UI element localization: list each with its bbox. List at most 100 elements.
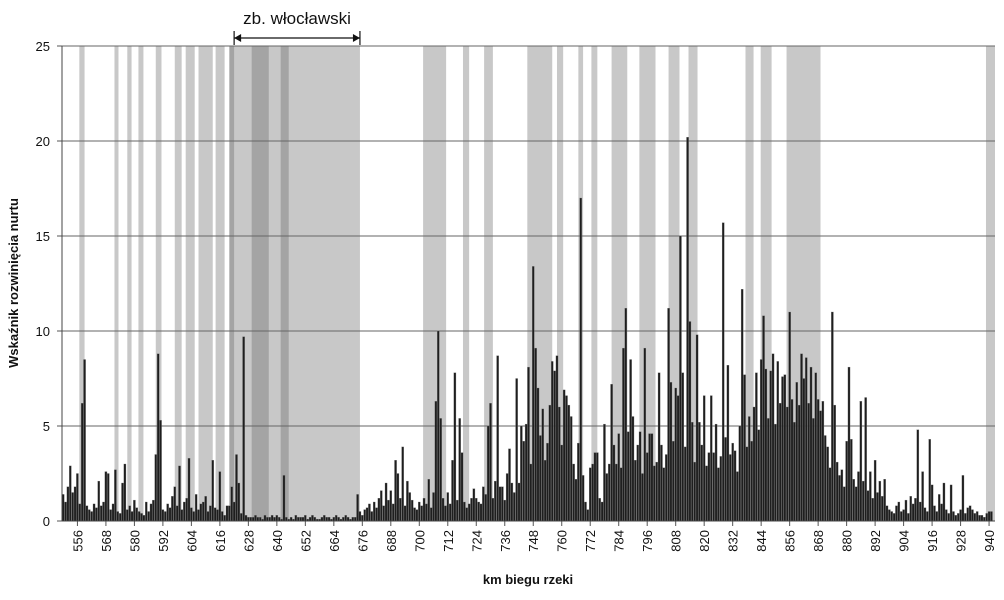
bar <box>285 517 288 522</box>
x-tick-label: 652 <box>298 530 313 552</box>
bar <box>69 465 72 522</box>
bar <box>465 507 468 522</box>
bar <box>878 480 882 522</box>
bar <box>726 365 730 522</box>
bar <box>140 513 143 522</box>
x-tick-label: 808 <box>669 530 684 552</box>
bar <box>627 431 630 522</box>
bar <box>608 463 611 522</box>
shaded-band <box>79 46 85 521</box>
bar <box>513 492 516 522</box>
bar <box>565 395 568 522</box>
bar <box>536 387 540 522</box>
bar <box>161 509 165 522</box>
bar <box>961 475 965 522</box>
bar <box>308 517 312 522</box>
bar <box>71 492 74 522</box>
x-tick-label: 784 <box>612 530 627 552</box>
bar <box>774 423 777 522</box>
bar <box>748 416 751 522</box>
bar <box>745 446 749 522</box>
x-tick-label: 568 <box>99 530 114 552</box>
bar <box>470 498 473 522</box>
x-tick-label: 916 <box>925 530 940 552</box>
bar <box>598 498 601 522</box>
bar <box>104 471 108 522</box>
bar <box>391 503 395 522</box>
bar <box>380 490 383 522</box>
bar <box>406 480 409 522</box>
bar <box>180 509 184 522</box>
bar <box>175 505 179 522</box>
bar <box>232 501 236 522</box>
bar <box>289 517 293 522</box>
shaded-band <box>155 46 162 521</box>
bar <box>508 448 511 522</box>
bar <box>800 353 803 522</box>
bar <box>396 473 400 522</box>
bar <box>204 496 207 522</box>
bar <box>97 480 100 522</box>
bar <box>137 511 141 522</box>
bar <box>964 513 967 522</box>
x-tick-label: 772 <box>583 530 598 552</box>
bar <box>895 505 898 522</box>
bar <box>778 403 782 522</box>
bar <box>897 501 901 522</box>
bar <box>546 442 549 522</box>
bar <box>705 465 708 522</box>
x-tick-label: 856 <box>783 530 798 552</box>
bar <box>164 511 167 522</box>
bar <box>781 376 784 522</box>
bar <box>73 486 77 522</box>
x-tick-label: 724 <box>469 530 484 552</box>
x-tick-label: 664 <box>327 530 342 552</box>
bar <box>242 336 245 522</box>
bar <box>130 511 134 522</box>
shaded-band <box>280 46 289 521</box>
bar <box>816 399 820 522</box>
bar <box>610 384 613 522</box>
bar <box>793 422 796 522</box>
bar <box>228 505 231 522</box>
bar <box>923 507 927 522</box>
bar <box>498 486 502 522</box>
bar <box>422 498 426 522</box>
x-tick-label: 628 <box>241 530 256 552</box>
bar <box>577 442 580 522</box>
bar <box>192 511 195 522</box>
bar <box>501 486 504 522</box>
bar <box>983 517 986 522</box>
bar <box>655 461 658 522</box>
bar <box>840 469 844 522</box>
bar <box>387 499 390 522</box>
bar <box>947 513 950 522</box>
y-tick-label: 0 <box>43 514 50 529</box>
x-tick-label: 616 <box>213 530 228 552</box>
x-tick-label: 700 <box>412 530 427 552</box>
bar <box>532 266 535 522</box>
bar <box>771 353 775 522</box>
bar <box>755 372 758 522</box>
bar <box>311 515 314 522</box>
bar <box>812 418 815 522</box>
bar <box>911 503 915 522</box>
bar <box>593 452 597 522</box>
bar <box>757 429 760 522</box>
bar <box>873 460 877 522</box>
x-tick-label: 904 <box>897 530 912 552</box>
bar <box>638 431 642 522</box>
bar <box>539 435 542 522</box>
y-tick-label: 15 <box>36 229 50 244</box>
bar <box>358 511 362 522</box>
bar <box>263 515 267 522</box>
bar <box>662 467 666 522</box>
bar <box>154 454 157 522</box>
bar <box>674 387 677 522</box>
bar <box>888 509 891 522</box>
bar <box>572 463 575 522</box>
x-tick-label: 556 <box>70 530 85 552</box>
bar <box>111 503 115 522</box>
bar <box>510 482 514 522</box>
bar <box>919 501 922 522</box>
